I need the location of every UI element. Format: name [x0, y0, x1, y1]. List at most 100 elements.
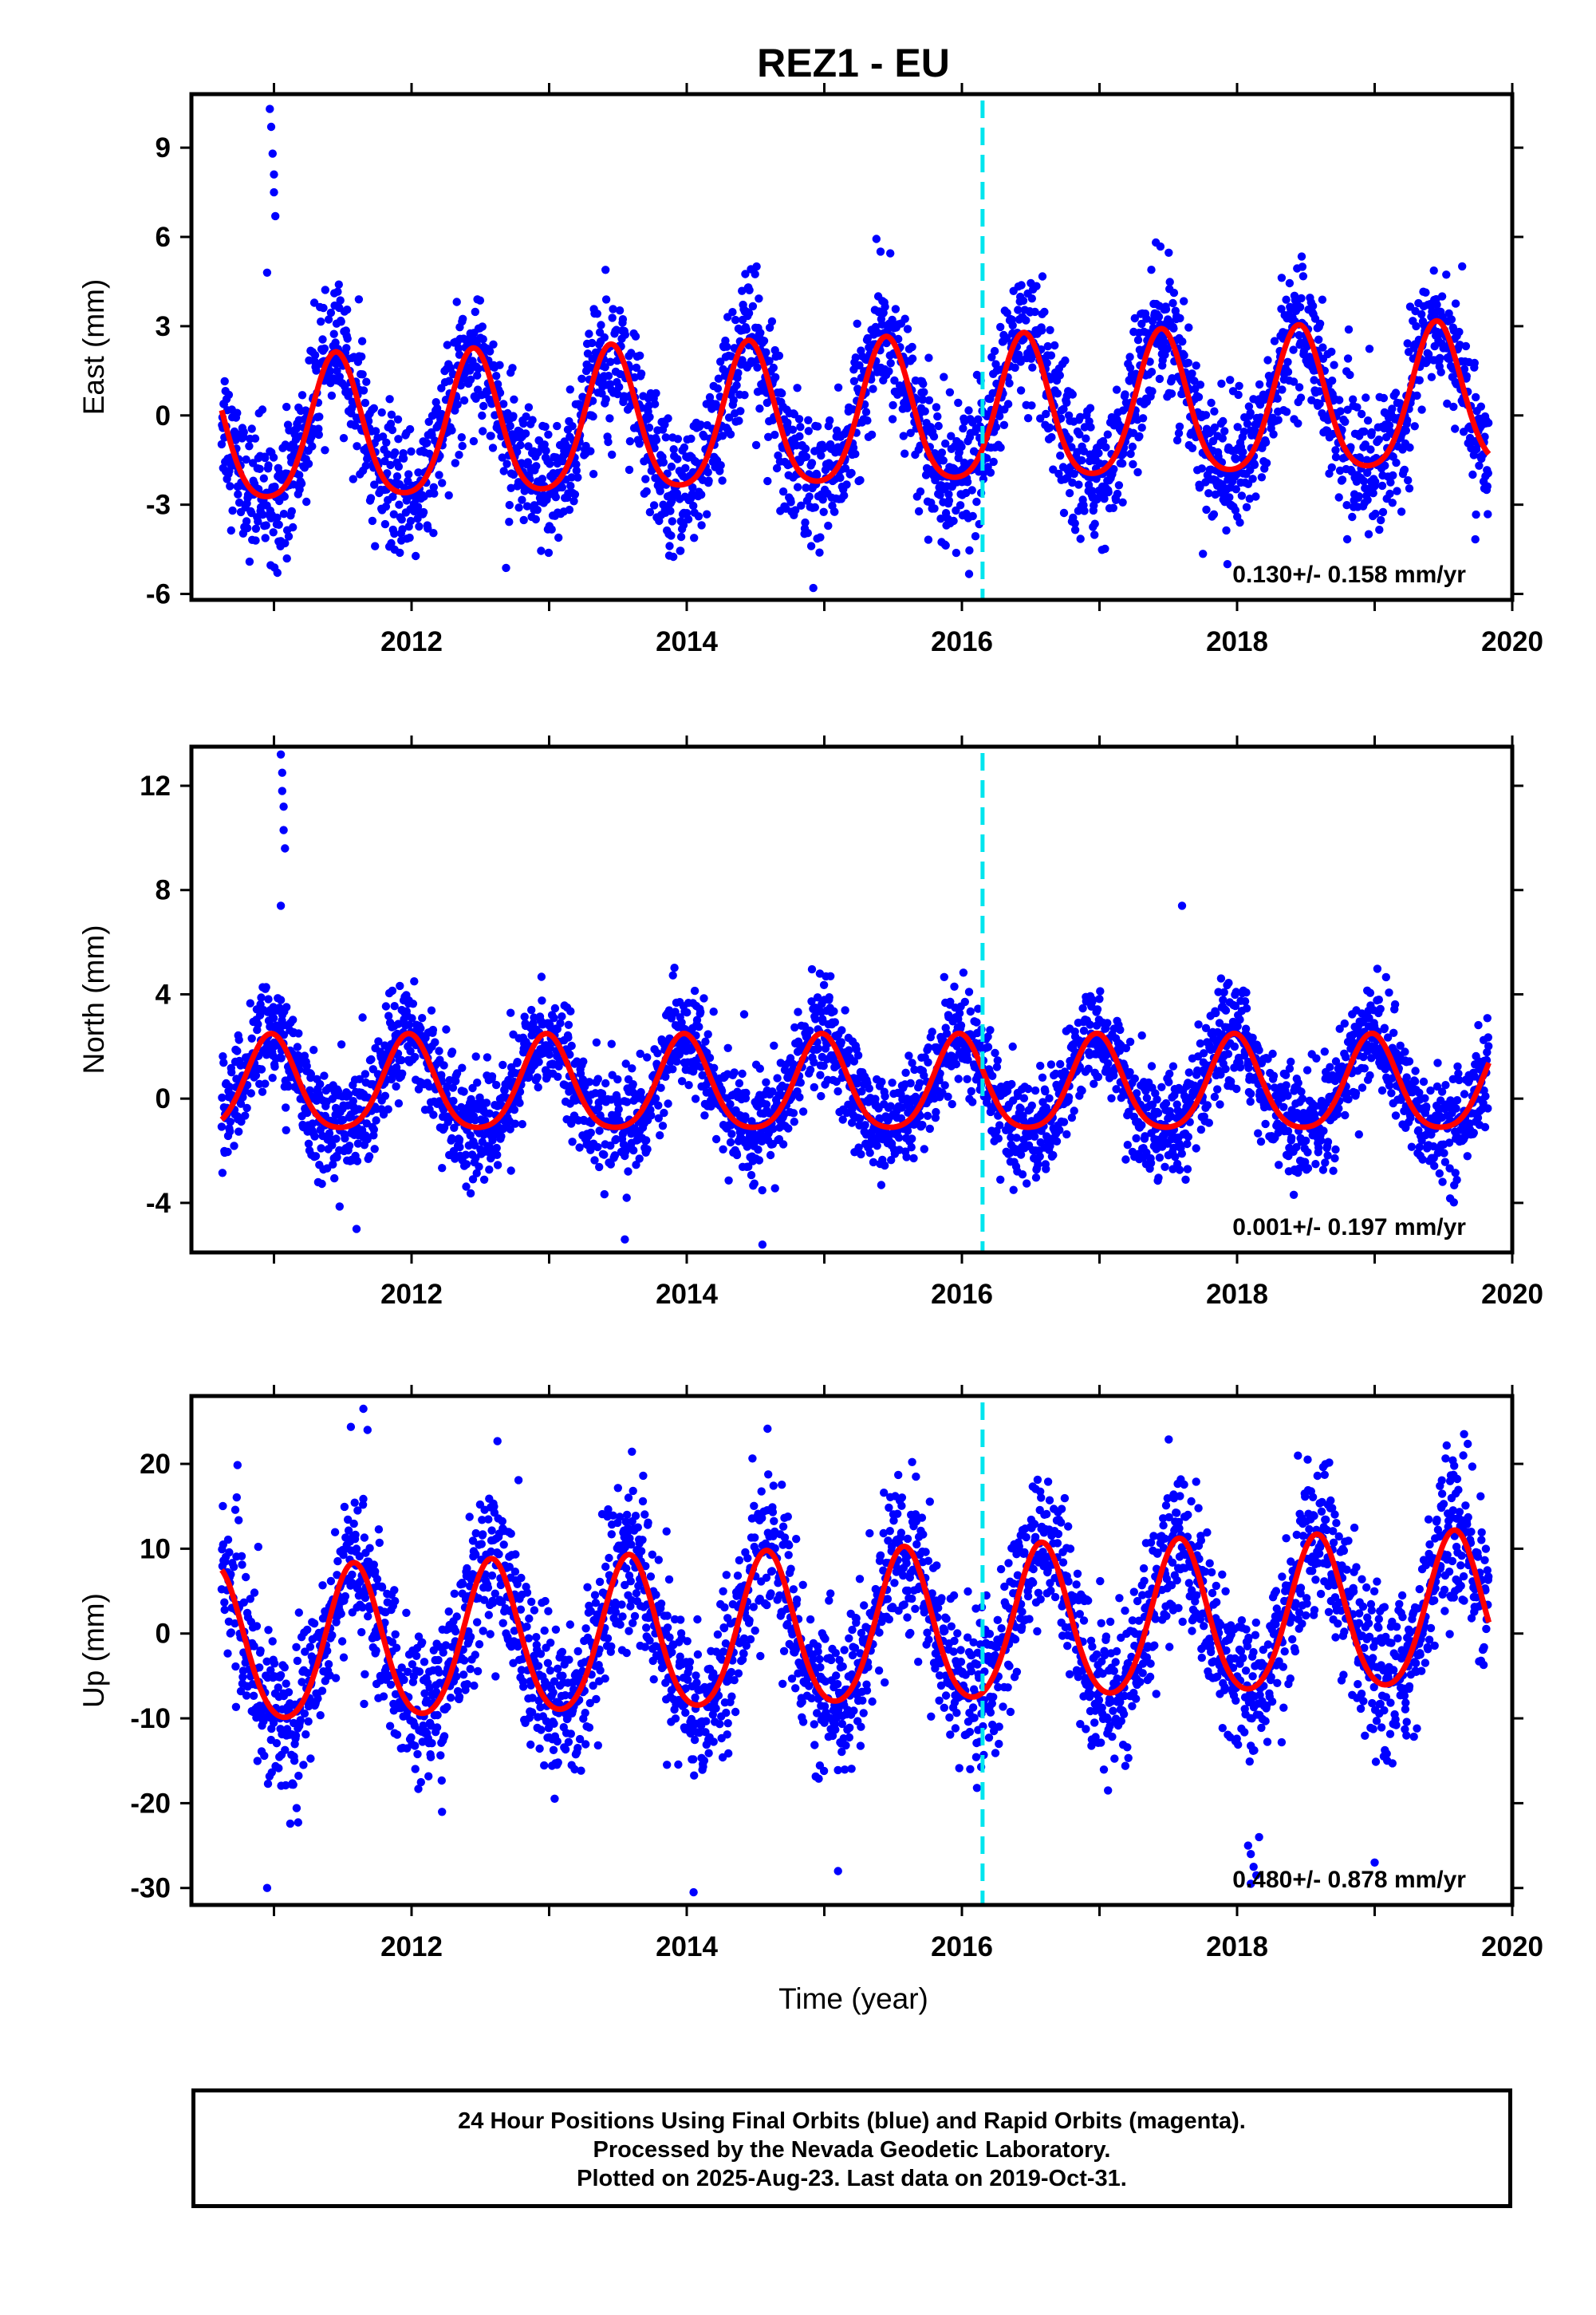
data-point — [394, 1099, 404, 1108]
data-point — [728, 308, 737, 317]
data-point — [656, 1131, 664, 1140]
data-point — [457, 433, 466, 442]
data-point — [819, 980, 829, 990]
data-point — [568, 1138, 577, 1146]
data-point — [334, 280, 343, 289]
data-point — [1070, 469, 1078, 479]
data-point — [1059, 1118, 1069, 1126]
data-point — [554, 1072, 562, 1082]
data-point — [989, 457, 998, 467]
data-point — [1374, 435, 1384, 444]
data-point — [466, 375, 475, 384]
data-point — [1133, 336, 1143, 345]
data-point — [1367, 428, 1377, 437]
data-point — [1365, 345, 1374, 353]
data-point — [242, 1103, 251, 1113]
data-point — [1405, 443, 1414, 452]
data-point — [963, 478, 972, 487]
data-point — [411, 1052, 420, 1062]
data-point — [359, 386, 368, 395]
data-point — [814, 1044, 823, 1053]
data-point — [625, 437, 635, 446]
data-point — [636, 351, 644, 360]
data-point — [321, 446, 329, 455]
data-point — [796, 423, 805, 432]
data-point — [404, 470, 413, 479]
data-point — [1315, 387, 1324, 396]
data-point — [1217, 379, 1226, 388]
data-point — [818, 495, 827, 504]
data-point — [377, 408, 386, 417]
data-point — [577, 374, 586, 383]
data-point — [592, 1038, 601, 1047]
data-point — [480, 1116, 490, 1125]
data-point — [726, 1100, 735, 1109]
data-point — [929, 432, 939, 441]
data-point — [1161, 305, 1171, 314]
data-point — [956, 1021, 966, 1030]
data-point — [744, 1162, 753, 1171]
data-point — [957, 442, 966, 452]
data-point — [567, 473, 576, 482]
data-point — [991, 423, 1001, 432]
data-point — [645, 412, 654, 421]
data-point — [448, 1083, 458, 1092]
data-point — [586, 1128, 595, 1138]
data-point — [654, 1114, 663, 1123]
data-point — [1220, 427, 1229, 436]
data-point — [572, 466, 581, 475]
data-point — [838, 1115, 847, 1124]
data-point — [264, 995, 273, 1004]
data-point — [861, 1121, 869, 1130]
data-point — [593, 1075, 602, 1083]
data-point — [273, 513, 282, 523]
data-point — [1315, 319, 1325, 328]
east-rate-label: 0.130+/- 0.158 mm/yr — [1232, 562, 1466, 588]
data-point — [1363, 468, 1372, 477]
data-point — [331, 338, 340, 347]
data-point — [1045, 423, 1054, 432]
data-point — [919, 380, 928, 388]
data-point — [952, 1059, 961, 1069]
x-tick-label: 2012 — [380, 626, 443, 657]
data-point — [343, 334, 352, 343]
data-point — [1156, 242, 1165, 251]
data-point — [327, 391, 337, 400]
data-point — [282, 402, 291, 412]
data-point — [1042, 358, 1051, 368]
data-point — [1282, 295, 1291, 304]
data-point — [845, 1046, 853, 1055]
data-point — [990, 346, 999, 356]
data-point — [1059, 404, 1068, 413]
data-point — [867, 430, 877, 440]
data-point — [1027, 401, 1036, 410]
data-point — [629, 1146, 638, 1155]
data-point — [337, 1040, 346, 1049]
data-point — [853, 319, 861, 328]
data-point — [671, 1008, 680, 1016]
data-point — [479, 1175, 489, 1185]
data-point — [936, 515, 945, 523]
data-point — [982, 454, 991, 463]
data-point — [974, 415, 983, 424]
data-point — [1007, 1079, 1016, 1089]
data-point — [681, 463, 690, 472]
data-point — [502, 459, 511, 468]
data-point — [261, 453, 270, 463]
data-point — [485, 1109, 494, 1118]
data-point — [699, 994, 708, 1003]
data-point — [928, 1027, 936, 1036]
data-point — [930, 504, 939, 513]
data-point — [1327, 463, 1337, 472]
data-point — [487, 1072, 497, 1081]
data-point — [1028, 363, 1037, 372]
data-point — [546, 459, 554, 468]
data-point — [1067, 443, 1076, 452]
data-point — [632, 1161, 640, 1169]
data-point — [941, 541, 950, 550]
data-point — [923, 1111, 932, 1121]
data-point — [564, 1033, 573, 1042]
data-point — [1282, 408, 1291, 416]
data-point — [934, 421, 943, 431]
data-point — [1449, 402, 1458, 412]
